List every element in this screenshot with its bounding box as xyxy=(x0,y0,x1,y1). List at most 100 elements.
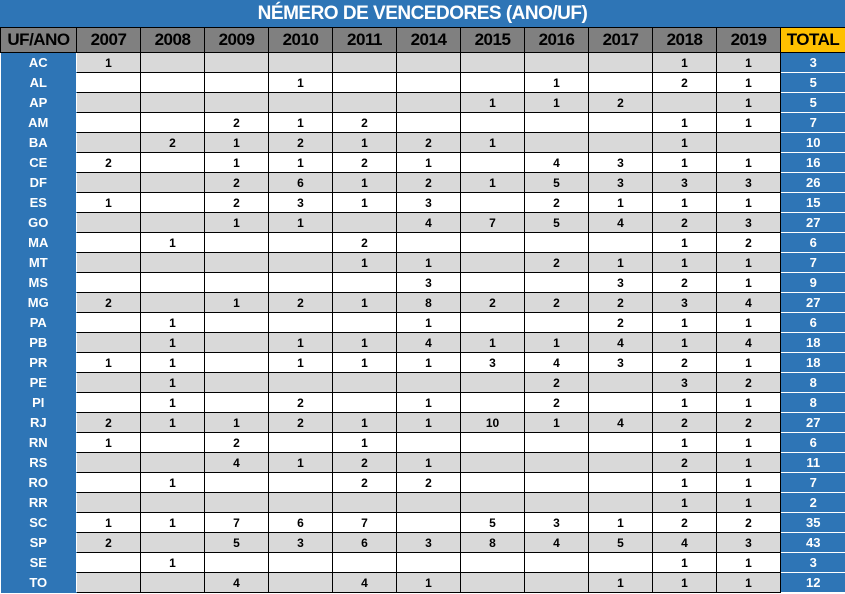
uf-cell: SE xyxy=(0,552,77,573)
value-cell: 2 xyxy=(716,512,781,533)
value-cell: 4 xyxy=(204,572,269,593)
value-cell: 2 xyxy=(588,292,653,313)
value-cell: 2 xyxy=(652,72,717,93)
value-cell xyxy=(524,452,589,473)
value-cell: 1 xyxy=(332,292,397,313)
value-cell: 2 xyxy=(716,412,781,433)
value-cell: 1 xyxy=(716,472,781,493)
value-cell: 2 xyxy=(524,192,589,213)
value-cell: 1 xyxy=(716,52,781,73)
value-cell: 5 xyxy=(460,512,525,533)
value-cell: 1 xyxy=(332,172,397,193)
table-row: BA 2 1 2 1 2 1 1 10 xyxy=(0,132,845,153)
value-cell xyxy=(396,552,461,573)
value-cell: 4 xyxy=(652,532,717,553)
total-cell: 27 xyxy=(780,212,845,233)
uf-cell: SC xyxy=(0,512,77,533)
total-cell: 5 xyxy=(780,92,845,113)
uf-cell: AL xyxy=(0,72,77,93)
winners-table: UF/ANO 2007 2008 2009 2010 2011 2014 2015 2016 20… xyxy=(0,27,845,593)
value-cell: 5 xyxy=(588,532,653,553)
value-cell xyxy=(76,492,141,513)
value-cell: 1 xyxy=(332,332,397,353)
value-cell: 3 xyxy=(268,532,333,553)
value-cell xyxy=(268,272,333,293)
header-uf-ano: UF/ANO xyxy=(0,27,77,53)
value-cell: 1 xyxy=(588,192,653,213)
value-cell xyxy=(460,52,525,73)
header-year: 2014 xyxy=(396,27,461,53)
value-cell: 3 xyxy=(588,272,653,293)
value-cell xyxy=(524,272,589,293)
value-cell: 2 xyxy=(268,412,333,433)
value-cell xyxy=(460,112,525,133)
uf-cell: PR xyxy=(0,352,77,373)
value-cell xyxy=(76,72,141,93)
value-cell: 4 xyxy=(588,212,653,233)
value-cell xyxy=(140,92,205,113)
total-cell: 27 xyxy=(780,292,845,313)
value-cell: 1 xyxy=(140,552,205,573)
value-cell xyxy=(76,332,141,353)
table-row: RR 1 1 2 xyxy=(0,492,845,513)
value-cell xyxy=(268,92,333,113)
table-row: RJ 2 1 1 2 1 1 10 1 4 2 2 27 xyxy=(0,412,845,433)
value-cell: 1 xyxy=(332,432,397,453)
value-cell: 4 xyxy=(588,332,653,353)
value-cell xyxy=(460,472,525,493)
value-cell xyxy=(332,392,397,413)
table-row: MA 1 2 1 2 6 xyxy=(0,232,845,253)
value-cell: 3 xyxy=(588,172,653,193)
total-cell: 6 xyxy=(780,432,845,453)
value-cell: 10 xyxy=(460,412,525,433)
value-cell: 6 xyxy=(268,512,333,533)
table-row: ES 1 2 3 1 3 2 1 1 1 15 xyxy=(0,192,845,213)
value-cell: 1 xyxy=(652,52,717,73)
value-cell: 1 xyxy=(652,472,717,493)
value-cell: 1 xyxy=(716,152,781,173)
table-row: RS 4 1 2 1 2 1 11 xyxy=(0,452,845,473)
total-cell: 26 xyxy=(780,172,845,193)
value-cell: 3 xyxy=(588,152,653,173)
value-cell xyxy=(396,512,461,533)
value-cell xyxy=(588,372,653,393)
value-cell xyxy=(204,392,269,413)
value-cell xyxy=(588,492,653,513)
value-cell xyxy=(396,72,461,93)
table-row: PB 1 1 1 4 1 1 4 1 4 18 xyxy=(0,332,845,353)
value-cell xyxy=(652,92,717,113)
value-cell xyxy=(460,152,525,173)
value-cell: 8 xyxy=(460,532,525,553)
value-cell: 2 xyxy=(652,212,717,233)
value-cell xyxy=(76,392,141,413)
value-cell: 2 xyxy=(204,432,269,453)
value-cell: 1 xyxy=(268,452,333,473)
total-cell: 16 xyxy=(780,152,845,173)
value-cell xyxy=(332,492,397,513)
value-cell xyxy=(588,232,653,253)
table-row: AM 2 1 2 1 1 7 xyxy=(0,112,845,133)
value-cell: 2 xyxy=(588,92,653,113)
value-cell: 3 xyxy=(652,172,717,193)
value-cell xyxy=(524,232,589,253)
header-year: 2015 xyxy=(460,27,525,53)
value-cell: 1 xyxy=(268,352,333,373)
total-cell: 12 xyxy=(780,572,845,593)
value-cell xyxy=(140,72,205,93)
value-cell xyxy=(204,232,269,253)
value-cell xyxy=(588,112,653,133)
table-row: PR 1 1 1 1 1 3 4 3 2 1 18 xyxy=(0,352,845,373)
value-cell xyxy=(588,452,653,473)
uf-cell: RO xyxy=(0,472,77,493)
value-cell: 1 xyxy=(716,352,781,373)
value-cell: 1 xyxy=(588,512,653,533)
value-cell: 1 xyxy=(332,352,397,373)
value-cell xyxy=(204,352,269,373)
value-cell xyxy=(204,72,269,93)
value-cell: 1 xyxy=(524,332,589,353)
total-cell: 7 xyxy=(780,472,845,493)
value-cell xyxy=(204,272,269,293)
value-cell xyxy=(204,312,269,333)
value-cell: 6 xyxy=(268,172,333,193)
value-cell: 1 xyxy=(716,272,781,293)
